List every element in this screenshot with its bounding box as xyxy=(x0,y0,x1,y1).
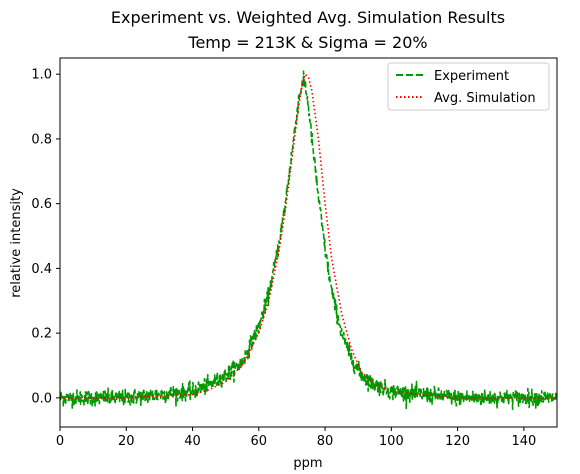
legend: Experiment Avg. Simulation xyxy=(387,62,550,111)
y-tick-label: 0.6 xyxy=(31,197,52,212)
x-tick-label: 100 xyxy=(379,434,404,449)
x-tick-label: 140 xyxy=(511,434,536,449)
x-tick-label: 20 xyxy=(118,434,135,449)
legend-box xyxy=(387,62,550,111)
x-tick-label: 60 xyxy=(251,434,268,449)
y-tick-label: 0.4 xyxy=(31,262,52,277)
chart-title: Experiment vs. Weighted Avg. Simulation … xyxy=(111,8,505,27)
legend-label-experiment: Experiment xyxy=(434,69,509,84)
plot-area xyxy=(60,70,557,410)
legend-label-simulation: Avg. Simulation xyxy=(434,91,536,106)
y-tick-label: 0.0 xyxy=(31,391,52,406)
y-tick-label: 1.0 xyxy=(31,68,52,83)
y-axis-label: relative intensity xyxy=(9,188,24,298)
y-tick-label: 0.2 xyxy=(31,327,52,342)
x-tick-label: 80 xyxy=(317,434,334,449)
series-line-avg-simulation xyxy=(60,73,557,399)
axes: 0 20 40 60 80 100 120 140 0.0 0.2 0.4 0.6 0.8 1.0 xyxy=(31,57,558,449)
chart-subtitle: Temp = 213K & Sigma = 20% xyxy=(187,33,427,52)
x-tick-label: 0 xyxy=(56,434,64,449)
y-tick-label: 0.8 xyxy=(31,132,52,147)
x-tick-label: 40 xyxy=(184,434,201,449)
series-line-experiment xyxy=(60,70,557,410)
x-axis-label: ppm xyxy=(293,456,322,471)
axes-frame xyxy=(59,57,558,428)
x-tick-label: 120 xyxy=(445,434,470,449)
